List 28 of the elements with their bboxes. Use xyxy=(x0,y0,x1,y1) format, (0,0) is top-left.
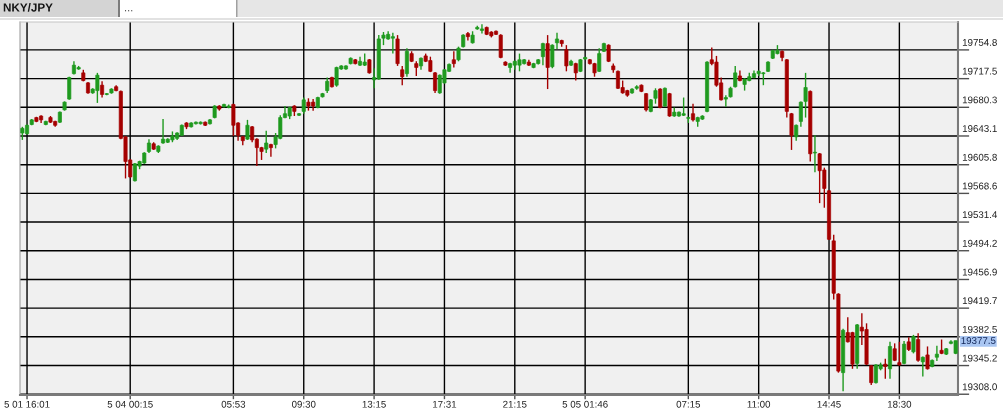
x-tick-label: 5 05 01:46 xyxy=(562,400,608,408)
y-tick-label: 19717.5 xyxy=(962,67,997,75)
y-tick-label: 19754.8 xyxy=(962,39,997,46)
x-tick-label: 14:45 xyxy=(817,400,841,408)
x-tick-label: 5 04 00:15 xyxy=(107,400,153,408)
y-tick-label: 19568.6 xyxy=(962,182,997,190)
y-tick-label: 19531.4 xyxy=(962,211,998,219)
x-tick-label: 11:00 xyxy=(747,400,771,408)
x-tick-label: 09:30 xyxy=(291,400,316,408)
x-tick-label: 13:15 xyxy=(362,400,386,408)
x-tick-label: 18:30 xyxy=(887,400,912,408)
y-tick-label: 19308.0 xyxy=(962,383,997,391)
x-tick-label: 07:15 xyxy=(676,400,701,408)
y-tick-label: 19680.3 xyxy=(962,96,997,104)
y-tick-label: 19345.2 xyxy=(962,354,997,362)
y-tick-label: 19382.5 xyxy=(962,325,997,333)
y-tick-label: 19605.8 xyxy=(962,153,997,161)
x-tick-label: 05:53 xyxy=(221,400,246,408)
x-tick-label: 5 01 16:01 xyxy=(4,400,50,408)
y-tick-label: 19643.1 xyxy=(962,125,997,132)
y-tick-label: 19419.7 xyxy=(962,297,997,305)
x-tick-label: 21:15 xyxy=(503,400,527,408)
chart-title: NKY/JPY xyxy=(3,3,53,12)
y-tick-label: 19456.9 xyxy=(962,268,997,276)
text: 19377.5 xyxy=(961,337,996,344)
y-tick-label: 19494.2 xyxy=(962,239,997,247)
text: ... xyxy=(125,10,133,12)
x-tick-label: 17:31 xyxy=(433,400,457,408)
